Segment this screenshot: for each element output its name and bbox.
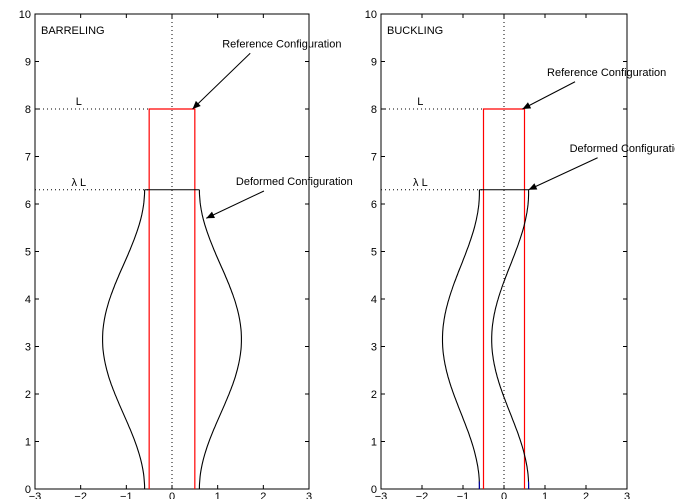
x-tick-label: 0 [169,491,175,499]
reference-configuration [148,108,196,489]
annotation-label: Reference Configuration [222,38,341,50]
deformed-right-edge [491,189,530,489]
barreling-panel: 0 1 2 3 4 5 6 7 8 9 10 −3 −2 −1 0 1 2 3 BARRELING Lλ L Refer… [19,9,353,499]
y-tick-label: 2 [371,389,377,401]
x-tick-label: 1 [542,491,548,499]
x-tick-label: 3 [624,491,630,499]
y-tick-label: 9 [25,57,31,69]
x-tick-label: 0 [501,491,507,499]
x-tick-label: 3 [306,491,312,499]
axes-frame [34,13,310,490]
x-tick-label: −1 [457,491,470,499]
level-label: λ L [71,177,86,189]
y-tick-label: 7 [371,152,377,164]
y-tick-label: 6 [371,199,377,211]
reference-configuration [482,108,526,489]
y-tick-label: 5 [25,247,31,259]
arrow-head [192,100,201,109]
annotation-arrow [522,81,576,110]
x-tick-label: −3 [29,491,42,499]
annotation-label: Deformed Configuration [570,143,675,155]
y-tick-label: 5 [371,247,377,259]
y-tick-label: 10 [19,9,31,21]
x-tick-label: −1 [120,491,133,499]
arrow-head [206,211,215,219]
y-tick-label: 8 [371,104,377,116]
y-tick-label: 4 [371,294,377,306]
y-tick-label: 0 [25,484,31,496]
y-tick-label: 3 [371,342,377,354]
y-tick-label: 10 [365,9,377,21]
panel-label: BUCKLING [387,25,443,37]
annotation-label: Deformed Configuration [236,176,353,188]
level-label: λ L [413,177,428,189]
buckling-panel: 0 1 2 3 4 5 6 7 8 9 10 −3 −2 −1 0 1 2 3 BUCKLING Lλ L Refere… [365,9,675,499]
y-tick-label: 9 [371,57,377,69]
x-tick-label: 1 [215,491,221,499]
axes-frame [380,13,628,490]
y-tick-label: 4 [25,294,31,306]
panel-label: BARRELING [41,25,105,37]
annotation-arrow [206,190,265,219]
annotation-label: Reference Configuration [547,67,666,79]
arrow-head [528,183,538,190]
arrow-head [522,102,532,109]
deformed-left-edge [102,189,146,489]
y-tick-label: 1 [371,437,377,449]
y-tick-label: 6 [25,199,31,211]
x-tick-label: 2 [260,491,266,499]
annotation-arrow [528,157,598,191]
x-tick-label: −2 [416,491,429,499]
y-tick-label: 1 [25,437,31,449]
y-tick-label: 3 [25,342,31,354]
y-tick-label: 7 [25,152,31,164]
x-tick-label: −2 [74,491,87,499]
deformed-left-edge [441,189,480,489]
level-label: L [417,96,423,108]
y-tick-label: 2 [25,389,31,401]
y-tick-label: 8 [25,104,31,116]
y-tick-label: 0 [371,484,377,496]
annotation-arrow [192,52,251,110]
deformed-right-edge [198,189,242,489]
x-tick-label: 2 [583,491,589,499]
level-label: L [76,96,82,108]
x-tick-label: −3 [375,491,388,499]
